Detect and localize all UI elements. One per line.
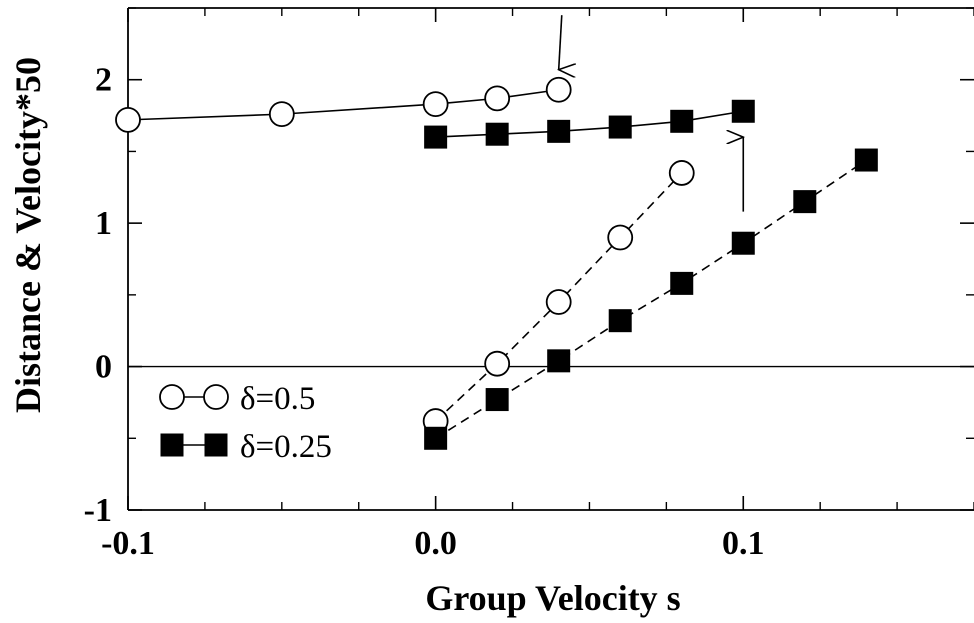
circle-point <box>115 106 141 133</box>
square-point <box>608 309 632 333</box>
square-point <box>424 125 448 149</box>
circle-point <box>422 91 449 117</box>
legend-marker <box>203 384 229 410</box>
square-point <box>670 109 694 133</box>
y-tick-label: 2 <box>95 62 112 99</box>
tick-marks <box>127 7 974 511</box>
circle-point <box>607 224 634 251</box>
square-point <box>793 190 817 214</box>
y-tick-label: 0 <box>95 349 112 386</box>
legend-marker <box>160 433 184 457</box>
annotation-arrow-0 <box>559 15 562 70</box>
circle-point <box>484 350 511 377</box>
legend: δ=0.5 δ=0.25 <box>159 381 332 465</box>
series-points <box>115 76 878 450</box>
circle-point <box>545 289 572 315</box>
x-tick-label: 0.1 <box>722 525 765 562</box>
square-point <box>547 349 571 373</box>
square-point <box>854 148 878 172</box>
square-point <box>424 426 448 450</box>
legend-label: δ=0.25 <box>240 429 332 465</box>
y-axis-label: Distance & Velocity*50 <box>8 57 48 413</box>
x-axis-label: Group Velocity s <box>425 578 680 618</box>
circle-point <box>484 85 511 112</box>
circle-point <box>545 76 572 103</box>
tick-labels: -0.1 0.0 0.1 -1 0 1 2 <box>84 62 765 562</box>
square-point <box>608 115 632 139</box>
circle-point <box>268 101 295 128</box>
square-point <box>731 231 755 255</box>
y-tick-label: -1 <box>84 492 112 529</box>
legend-marker <box>159 384 185 410</box>
legend-marker <box>204 433 228 457</box>
series-line-1 <box>435 110 744 138</box>
annotation-arrows <box>559 15 744 212</box>
square-point <box>485 122 509 146</box>
square-point <box>731 99 755 123</box>
square-point <box>485 388 509 412</box>
square-point <box>670 271 694 295</box>
legend-label: δ=0.5 <box>240 381 315 417</box>
square-point <box>547 119 571 143</box>
plot-frame <box>127 7 974 511</box>
circle-point <box>668 160 695 186</box>
x-tick-label: -0.1 <box>101 525 155 562</box>
x-tick-label: 0.0 <box>414 525 457 562</box>
y-tick-label: 1 <box>95 205 112 242</box>
